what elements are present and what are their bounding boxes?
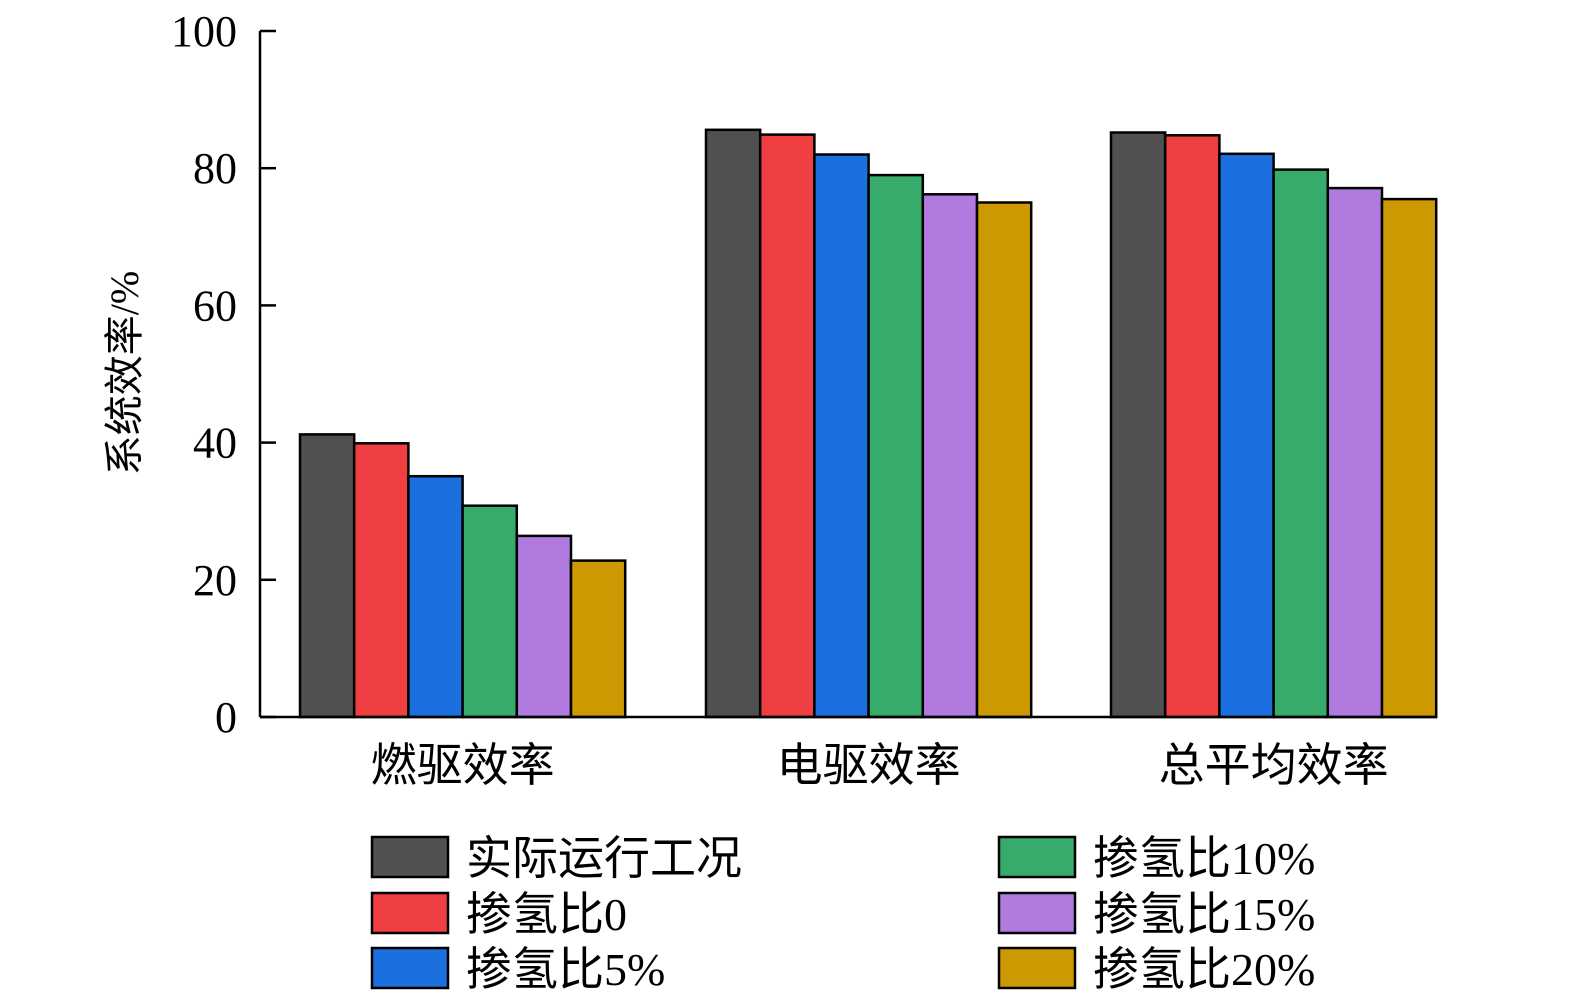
bars-layer: [298, 128, 1438, 719]
bar-5-2: [921, 193, 979, 719]
y-tick-label-20: 20: [193, 556, 237, 605]
y-tick-label-0: 0: [215, 693, 237, 742]
category-label-1: 燃驱效率: [371, 740, 555, 791]
y-axis-title-group: 系统效率/%: [102, 271, 147, 475]
y-tick-label-40: 40: [193, 419, 237, 468]
bar-3-2: [813, 153, 870, 719]
bar-4-1: [461, 504, 519, 719]
bar-6-2: [975, 201, 1033, 719]
bar-2-1: [352, 442, 410, 719]
bar-5-3: [1326, 186, 1384, 719]
bar-4-2: [867, 173, 925, 719]
legend-label-6: 掺氢比20%: [1093, 944, 1315, 995]
category-label-2: 电驱效率: [777, 740, 961, 791]
bar-6-3: [1380, 197, 1438, 719]
bar-1-1: [298, 433, 356, 719]
legend-label-5: 掺氢比15%: [1093, 889, 1315, 940]
legend-swatch-1: [370, 835, 450, 879]
y-tick-label-60: 60: [193, 281, 237, 330]
bar-5-1: [515, 534, 573, 719]
legend-swatch-4: [997, 835, 1077, 879]
legend-swatch-6: [997, 946, 1077, 990]
bar-1-3: [1109, 131, 1167, 719]
bar-4-3: [1272, 168, 1330, 719]
bar-1-2: [704, 128, 762, 719]
bar-3-1: [407, 474, 464, 719]
legend-swatch-2: [370, 891, 450, 935]
legend-swatch-5: [997, 891, 1077, 935]
y-tick-label-100: 100: [171, 7, 237, 56]
legend-label-1: 实际运行工况: [466, 833, 742, 884]
legend-swatch-3: [370, 946, 450, 990]
legend-label-3: 掺氢比5%: [466, 944, 665, 995]
bar-3-3: [1218, 152, 1275, 719]
y-tick-label-80: 80: [193, 144, 237, 193]
legend-label-2: 掺氢比0: [466, 889, 627, 940]
axes-layer: 0 20 40 60 80 100 燃驱效率 电驱效率 总平均效率: [171, 7, 1437, 791]
category-label-3: 总平均效率: [1159, 740, 1389, 791]
bar-2-2: [758, 133, 816, 719]
y-axis-title: 系统效率/%: [102, 271, 147, 475]
bar-6-1: [569, 559, 627, 719]
legend-label-4: 掺氢比10%: [1093, 833, 1315, 884]
bar-2-3: [1163, 134, 1221, 719]
